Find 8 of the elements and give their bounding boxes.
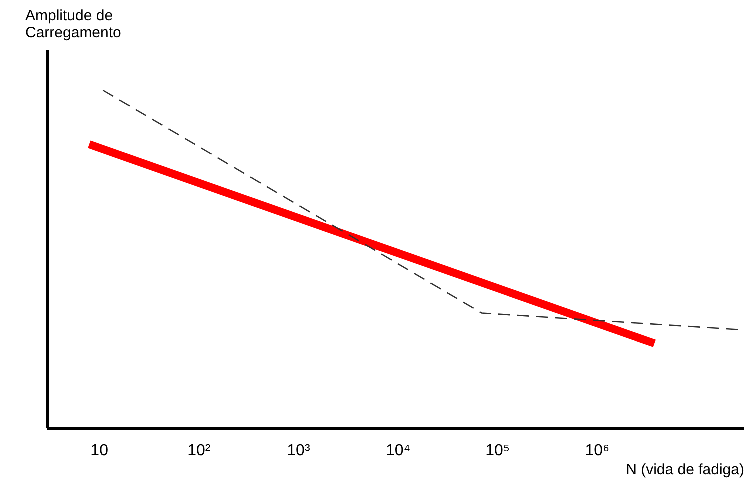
y-axis-title: Amplitude de Carregamento [26,8,122,42]
x-tick-label: 10⁶ [585,442,610,460]
x-tick-label: 10² [188,442,212,460]
x-tick-label: 10⁵ [486,442,510,460]
x-tick-label: 10⁴ [386,442,411,460]
x-axis-title: N (vida de fadiga) [626,462,744,478]
x-tick-label: 10 [90,442,109,460]
x-tick-label: 10³ [287,442,311,460]
